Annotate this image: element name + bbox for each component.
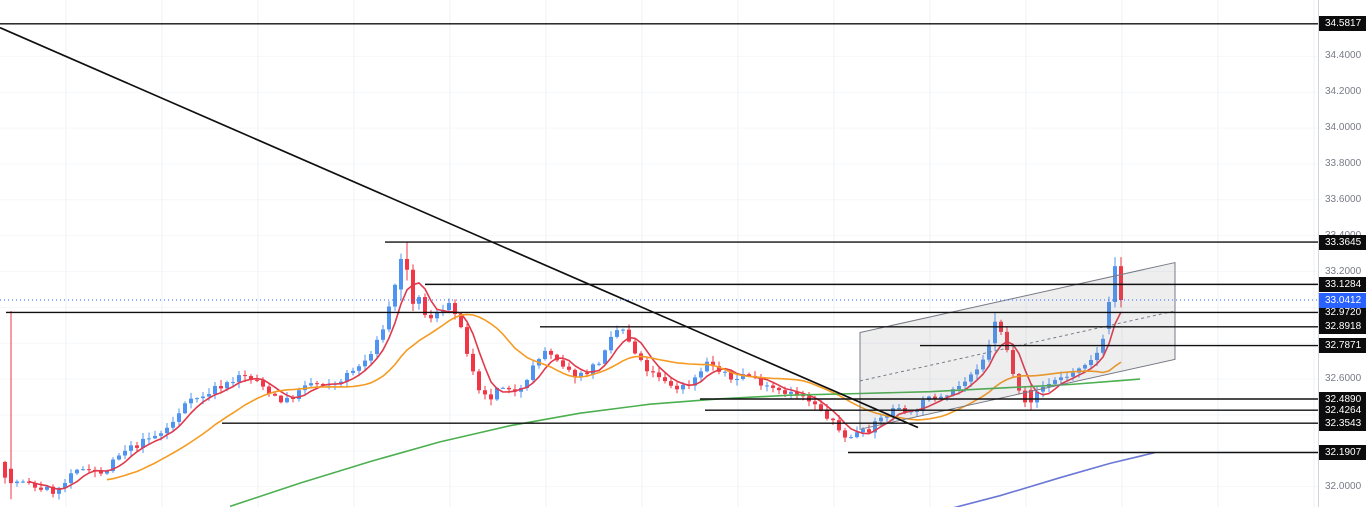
price-level-badge: 32.8918 [1319,319,1366,335]
grid [65,0,1315,507]
chart-canvas[interactable] [0,0,1318,507]
axis-tick-label: 33.8000 [1325,157,1362,169]
price-level-badge: 32.9720 [1319,304,1366,320]
axis-tick-label: 32.0000 [1325,480,1362,492]
price-axis[interactable]: 34.400034.200034.000033.800033.600033.40… [1318,0,1366,507]
descending-trendline[interactable] [0,26,919,429]
price-level-badge: 34.5817 [1319,16,1366,32]
current-price-badge: 33.0412 [1319,292,1366,308]
axis-tick-label: 33.2000 [1325,265,1362,277]
horizontal-levels [0,23,1318,454]
axis-tick-label: 34.2000 [1325,86,1362,98]
price-level-badge: 32.3543 [1319,415,1366,431]
axis-tick-label: 34.0000 [1325,122,1362,134]
axis-tick-label: 34.4000 [1325,50,1362,62]
ma-slowest [953,451,1156,507]
price-level-badge: 33.3645 [1319,234,1366,250]
ma-mid [106,313,1122,481]
ma-slow [229,378,1141,507]
axis-tick-label: 32.6000 [1325,373,1362,385]
axis-tick-label: 33.6000 [1325,193,1362,205]
ma-fast [28,282,1122,490]
price-level-badge: 32.7871 [1319,338,1366,354]
price-level-badge: 33.1284 [1319,276,1366,292]
price-level-badge: 32.4264 [1319,402,1366,418]
price-level-badge: 32.1907 [1319,444,1366,460]
